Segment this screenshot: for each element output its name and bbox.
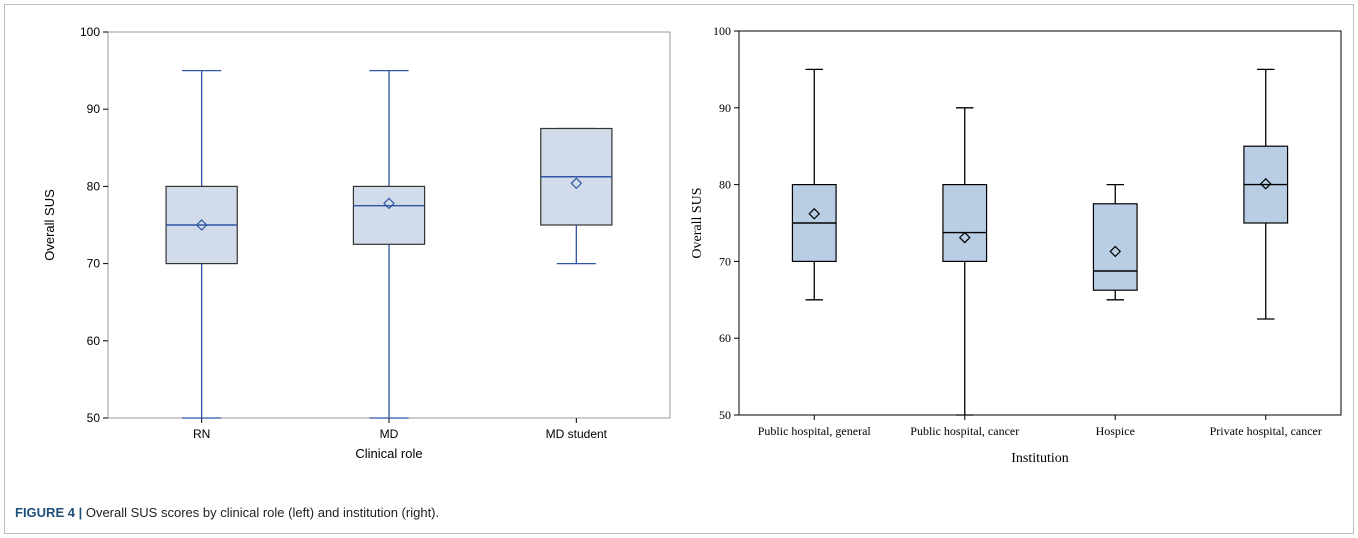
y-tick-label: 60 bbox=[87, 334, 101, 348]
clinical-role-boxplot: 50 60 70 80 90 100 Overall SUS Clinical role RN M… bbox=[42, 25, 671, 461]
x-tick-label: RN bbox=[193, 427, 210, 441]
y-tick-label: 50 bbox=[87, 411, 101, 425]
y-axis-label: Overall SUS bbox=[42, 189, 57, 261]
y-tick-label: 50 bbox=[719, 408, 731, 422]
x-axis-label: Clinical role bbox=[355, 446, 422, 461]
figure-caption-text: Overall SUS scores by clinical role (lef… bbox=[85, 505, 440, 520]
mean-marker bbox=[958, 231, 971, 244]
institution-boxplot: 50 60 70 80 90 100 Overall SUS Institution Publi… bbox=[690, 24, 1342, 466]
mean-marker bbox=[1109, 245, 1122, 258]
y-axis-label: Overall SUS bbox=[690, 187, 705, 258]
y-tick-label: 100 bbox=[80, 25, 100, 39]
y-tick-label: 60 bbox=[719, 331, 731, 345]
mean-marker bbox=[808, 207, 821, 220]
x-tick-label: MD student bbox=[546, 427, 608, 441]
plot-frame bbox=[738, 30, 1342, 416]
y-tick-label: 80 bbox=[719, 178, 731, 192]
x-tick-label: Public hospital, general bbox=[758, 424, 872, 438]
y-tick-label: 90 bbox=[719, 101, 731, 115]
figure-caption: FIGURE 4 | Overall SUS scores by clinica… bbox=[15, 505, 439, 520]
figure-caption-label: FIGURE 4 | bbox=[15, 505, 83, 520]
y-tick-label: 90 bbox=[87, 102, 101, 116]
mean-marker bbox=[1259, 177, 1272, 190]
x-tick-label: Hospice bbox=[1096, 424, 1135, 438]
y-tick-label: 70 bbox=[719, 254, 731, 268]
y-tick-label: 80 bbox=[87, 179, 101, 193]
figure-panel: 50 60 70 80 90 100 Overall SUS Clinical role RN M… bbox=[4, 4, 1354, 534]
mean-marker bbox=[383, 197, 395, 210]
x-axis-label: Institution bbox=[1011, 451, 1069, 466]
y-tick-label: 100 bbox=[713, 24, 731, 38]
x-tick-label: Private hospital, cancer bbox=[1210, 424, 1322, 438]
y-tick-label: 70 bbox=[87, 257, 101, 271]
x-tick-label: Public hospital, cancer bbox=[910, 424, 1019, 438]
x-tick-label: MD bbox=[380, 427, 399, 441]
iqr-box bbox=[942, 184, 988, 263]
mean-marker bbox=[570, 177, 583, 190]
mean-marker bbox=[195, 219, 208, 231]
iqr-box bbox=[352, 185, 426, 245]
